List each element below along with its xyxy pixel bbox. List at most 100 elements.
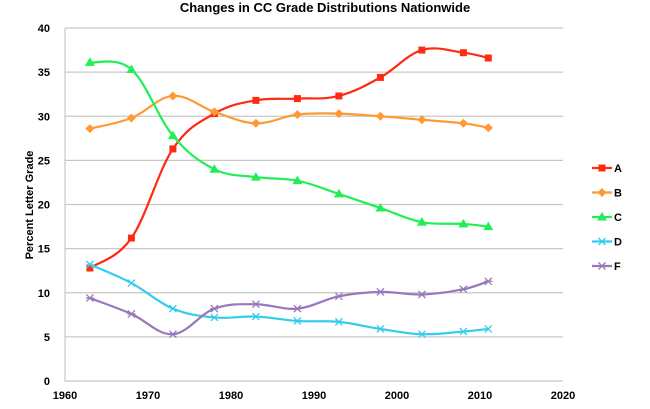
data-point	[417, 115, 427, 125]
data-point	[126, 113, 136, 123]
data-point	[209, 107, 219, 117]
data-point	[417, 330, 426, 339]
series-b	[85, 91, 493, 134]
data-point	[459, 49, 467, 57]
data-point	[252, 96, 260, 104]
x-tick-label: 1990	[302, 390, 326, 402]
y-tick-label: 10	[38, 288, 50, 300]
data-point	[168, 304, 177, 313]
series-line-f	[89, 280, 489, 336]
legend-marker	[597, 188, 607, 197]
gridlines	[65, 27, 563, 338]
x-tick-label: 1980	[219, 390, 243, 402]
y-tick-label: 5	[44, 332, 50, 344]
legend-item-c: C	[592, 212, 622, 224]
data-point	[459, 327, 468, 336]
data-point	[417, 290, 426, 299]
axes	[64, 28, 563, 382]
data-point	[84, 57, 95, 66]
y-tick-label: 40	[38, 23, 50, 35]
data-point	[251, 312, 260, 321]
x-tick-label: 2000	[385, 390, 409, 402]
data-point	[334, 292, 343, 301]
legend-item-d: D	[592, 237, 622, 249]
data-point	[85, 260, 94, 269]
legend-item-a: A	[592, 163, 622, 175]
data-point	[169, 145, 177, 153]
data-point	[376, 287, 385, 296]
data-point	[168, 330, 177, 339]
x-tick-label: 2010	[468, 390, 492, 402]
legend-marker	[598, 262, 606, 270]
series-a	[86, 46, 492, 272]
legend-label: C	[614, 212, 622, 224]
data-point	[333, 188, 344, 198]
y-tick-label: 30	[38, 111, 50, 123]
data-point	[126, 64, 137, 73]
legend-item-b: B	[592, 188, 622, 200]
data-point	[483, 221, 494, 231]
chart-title: Changes in CC Grade Distributions Nation…	[180, 0, 470, 15]
data-point	[458, 118, 468, 128]
data-point	[334, 109, 344, 119]
series-f	[85, 277, 493, 339]
data-point	[86, 264, 94, 272]
data-point	[85, 124, 95, 134]
data-point	[292, 175, 303, 185]
series-d	[85, 260, 493, 339]
data-point	[484, 324, 493, 333]
y-tick-label: 25	[38, 155, 50, 167]
data-point	[335, 92, 343, 100]
data-point	[251, 118, 261, 128]
axis-lines	[64, 28, 563, 382]
x-tick-label: 1960	[53, 390, 77, 402]
data-point	[376, 73, 384, 81]
data-point	[210, 304, 219, 313]
data-point	[418, 46, 426, 54]
data-point	[376, 324, 385, 333]
series-lines	[84, 46, 494, 339]
x-axis-ticks: 1960 1970 1980 1990 2000 2010 2020	[53, 390, 575, 402]
legend-item-f: F	[592, 261, 621, 273]
legend-label: D	[614, 237, 622, 249]
data-point	[293, 317, 302, 325]
data-point	[458, 218, 469, 228]
data-point	[293, 95, 301, 103]
legend-label: F	[614, 261, 621, 273]
data-point	[210, 313, 219, 322]
series-line-a	[89, 47, 489, 269]
data-point	[127, 309, 136, 318]
legend-marker	[598, 164, 606, 172]
data-point	[127, 279, 136, 288]
x-tick-label: 1970	[136, 390, 160, 402]
y-axis-title: Percent Letter Grade	[24, 151, 36, 260]
data-point	[251, 300, 260, 309]
data-point	[293, 304, 302, 313]
y-tick-label: 35	[38, 67, 50, 79]
data-point	[484, 54, 492, 62]
legend-marker	[597, 212, 607, 221]
data-point	[375, 111, 385, 121]
legend: A BC DF	[592, 163, 622, 273]
data-point	[459, 285, 468, 294]
data-point	[250, 172, 261, 181]
data-point	[484, 277, 493, 286]
data-point	[209, 164, 220, 173]
legend-label: A	[614, 163, 622, 175]
series-line-d	[89, 263, 489, 336]
y-axis-ticks: 0 5 10 15 20 25 30 35 40	[38, 23, 50, 388]
data-point	[168, 91, 178, 101]
legend-label: B	[614, 188, 622, 200]
data-point	[334, 317, 343, 326]
y-tick-label: 15	[38, 244, 50, 256]
y-tick-label: 0	[44, 376, 50, 388]
legend-marker	[598, 237, 606, 246]
data-point	[483, 123, 493, 133]
data-point	[375, 203, 386, 212]
data-point	[292, 109, 302, 119]
data-point	[167, 130, 178, 140]
series-line-b	[89, 94, 489, 130]
series-c	[84, 57, 494, 231]
y-tick-label: 20	[38, 200, 50, 212]
